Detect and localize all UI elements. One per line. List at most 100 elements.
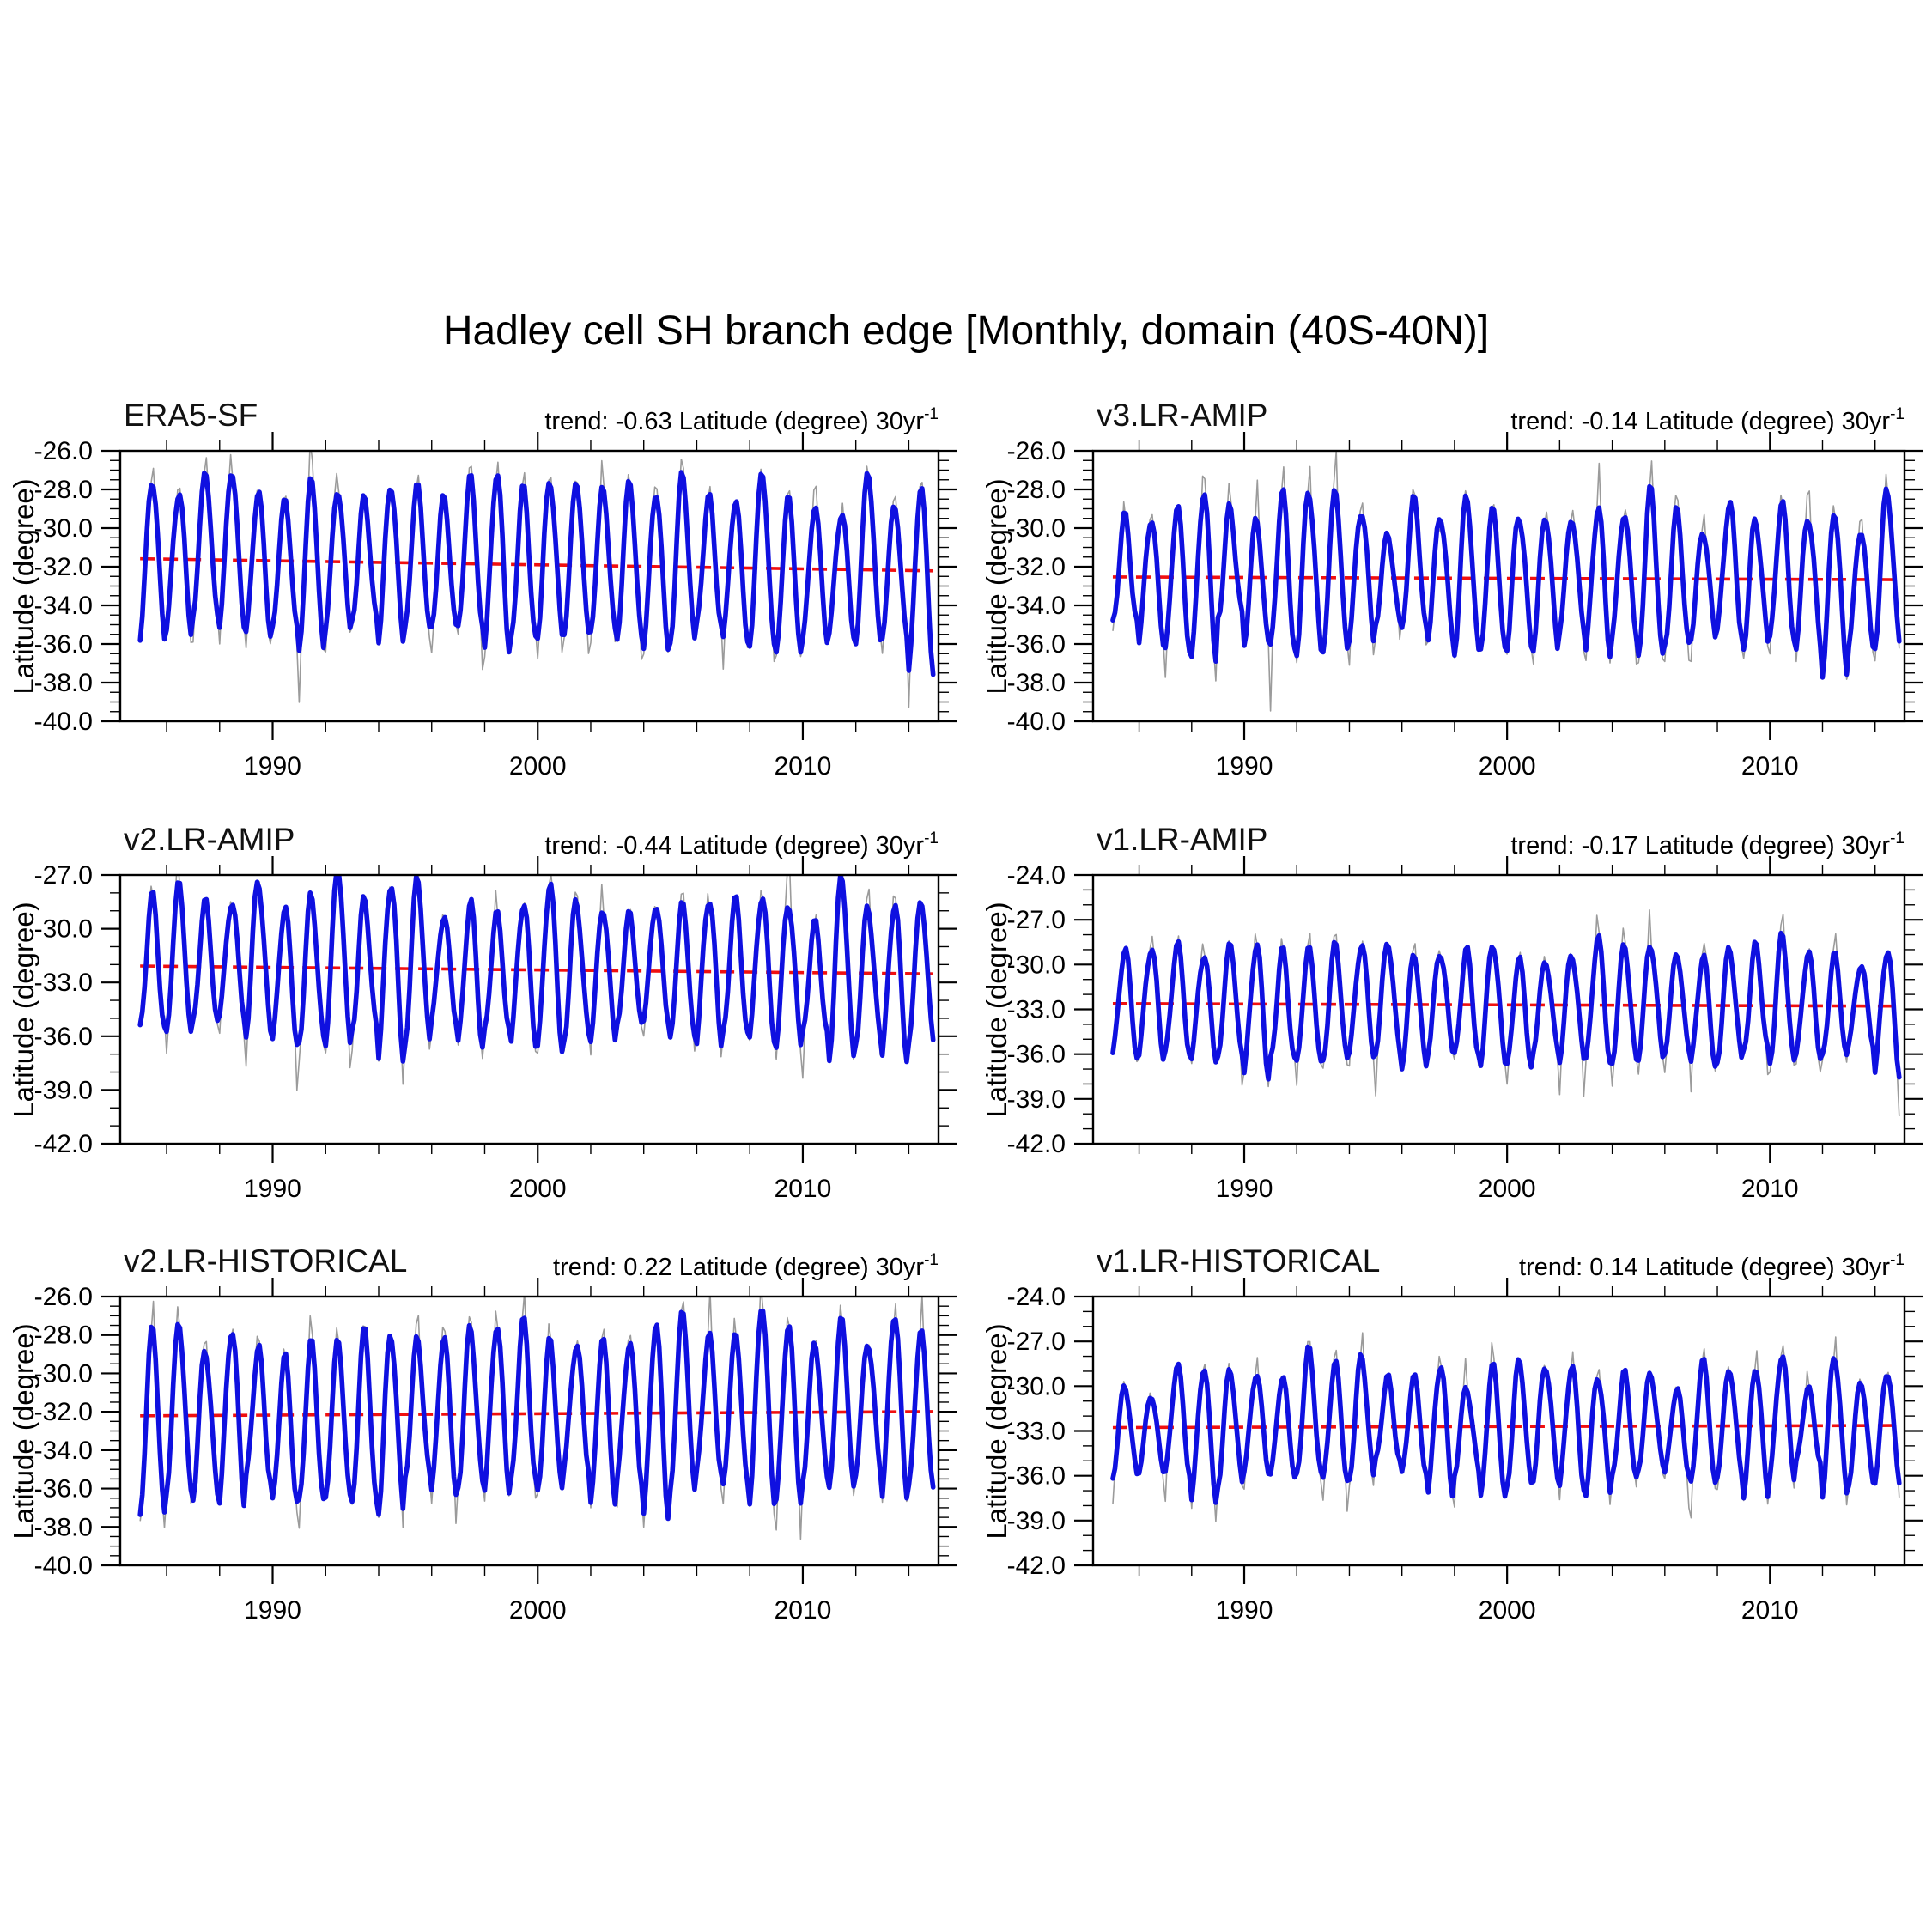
- y-tick-label: -36.0: [1007, 1041, 1066, 1069]
- smoothed-series: [137, 1309, 936, 1522]
- x-tick-label: 1990: [1216, 1596, 1273, 1625]
- trend-annotation: trend: -0.14 Latitude (degree) 30yr-1: [1093, 406, 1905, 437]
- y-tick-label: -30.0: [1007, 951, 1066, 979]
- trend-exponent: -1: [924, 829, 939, 848]
- y-tick-label: -28.0: [34, 476, 93, 504]
- y-tick-label: -33.0: [1007, 996, 1066, 1024]
- panel-title: v1.LR-AMIP: [1097, 822, 1268, 857]
- y-tick-label: -38.0: [34, 1513, 93, 1541]
- plot-frame: [118, 1295, 940, 1567]
- y-tick-label: -36.0: [1007, 630, 1066, 659]
- plot-area: 1990 2000 2010 -24.0 -27.0 -30.0 -33.0 -36.0 -39…: [1007, 1278, 1923, 1625]
- y-tick-label: -39.0: [34, 1076, 93, 1104]
- trend-exponent: -1: [924, 405, 939, 423]
- y-tick-label: -38.0: [34, 669, 93, 697]
- x-tick-label: 2000: [1479, 1596, 1536, 1625]
- trend-exponent: -1: [1890, 829, 1905, 848]
- y-tick-label: -30.0: [34, 1359, 93, 1388]
- trend-text: trend: -0.17 Latitude (degree) 30yr: [1510, 832, 1891, 860]
- trend-annotation: trend: 0.22 Latitude (degree) 30yr-1: [120, 1252, 939, 1283]
- smoothed-series: [1110, 483, 1902, 680]
- plot-area: 1990 2000 2010 -26.0 -28.0 -30.0 -32.0 -34.0 -36…: [1007, 432, 1923, 781]
- y-tick-label: -40.0: [1007, 708, 1066, 736]
- y-tick-label: -42.0: [34, 1130, 93, 1158]
- trend-text: trend: 0.22 Latitude (degree) 30yr: [553, 1254, 925, 1281]
- x-tick-label: 2000: [1479, 752, 1536, 781]
- y-tick-label: -30.0: [1007, 1372, 1066, 1400]
- y-tick-label: -38.0: [1007, 669, 1066, 697]
- smoothed-series: [1110, 930, 1902, 1082]
- panel-title: v2.LR-HISTORICAL: [124, 1243, 408, 1279]
- trend-text: trend: -0.63 Latitude (degree) 30yr: [544, 408, 925, 435]
- trend-exponent: -1: [1890, 405, 1905, 423]
- x-tick-label: 2010: [1741, 752, 1799, 781]
- panel-title: v1.LR-HISTORICAL: [1097, 1243, 1381, 1279]
- x-tick-label: 2010: [1741, 1596, 1799, 1625]
- trend-exponent: -1: [924, 1251, 939, 1269]
- x-tick-label: 1990: [244, 752, 301, 781]
- y-tick-label: -32.0: [34, 553, 93, 581]
- plot-frame: [1091, 449, 1906, 723]
- y-tick-label: -24.0: [1007, 861, 1066, 890]
- plot-frame: [1091, 873, 1906, 1145]
- x-tick-label: 2000: [509, 752, 567, 781]
- plot-frame: [118, 873, 940, 1145]
- x-tick-label: 2000: [509, 1596, 567, 1625]
- y-tick-label: -30.0: [1007, 514, 1066, 543]
- x-tick-label: 1990: [1216, 752, 1273, 781]
- plot-area: 1990 2000 2010 -24.0 -27.0 -30.0 -33.0 -36.0 -39…: [1007, 856, 1923, 1203]
- panel-title: v3.LR-AMIP: [1097, 398, 1268, 433]
- y-tick-label: -27.0: [1007, 906, 1066, 934]
- x-tick-label: 1990: [244, 1175, 301, 1203]
- panel-title: ERA5-SF: [124, 398, 258, 433]
- y-tick-label: -40.0: [34, 1552, 93, 1580]
- y-tick-label: -39.0: [1007, 1085, 1066, 1114]
- plot-frame: [1091, 1295, 1906, 1567]
- y-tick-label: -26.0: [34, 1283, 93, 1311]
- y-tick-label: -42.0: [1007, 1130, 1066, 1158]
- trend-annotation: trend: -0.17 Latitude (degree) 30yr-1: [1093, 830, 1905, 861]
- figure-title: Hadley cell SH branch edge [Monthly, dom…: [442, 308, 1490, 354]
- plot-area: 1990 2000 2010 -27.0 -30.0 -33.0 -36.0 -39.0 -42…: [34, 856, 957, 1203]
- x-tick-label: 1990: [244, 1596, 301, 1625]
- y-tick-label: -32.0: [1007, 553, 1066, 581]
- trend-text: trend: -0.44 Latitude (degree) 30yr: [544, 832, 925, 860]
- x-tick-label: 2000: [1479, 1175, 1536, 1203]
- y-tick-label: -33.0: [34, 969, 93, 997]
- trend-line: [1112, 575, 1899, 581]
- y-tick-label: -39.0: [1007, 1507, 1066, 1535]
- smoothed-series: [137, 470, 936, 677]
- plot-area: 1990 2000 2010 -26.0 -28.0 -30.0 -32.0 -34.0 -36…: [34, 1278, 957, 1625]
- y-tick-label: -30.0: [34, 514, 93, 543]
- trend-exponent: -1: [1890, 1251, 1905, 1269]
- y-tick-label: -33.0: [1007, 1418, 1066, 1446]
- x-tick-label: 2010: [1741, 1175, 1799, 1203]
- panel-title: v2.LR-AMIP: [124, 822, 295, 857]
- x-tick-label: 2010: [775, 1596, 832, 1625]
- raw-monthly-series: [139, 451, 934, 708]
- y-tick-label: -34.0: [34, 592, 93, 620]
- plot-frame: [118, 449, 940, 723]
- y-tick-label: -36.0: [34, 630, 93, 659]
- smoothed-series: [137, 875, 936, 1065]
- smoothed-series: [1110, 1344, 1902, 1505]
- y-tick-label: -27.0: [1007, 1327, 1066, 1356]
- trend-line: [140, 556, 933, 573]
- trend-line: [140, 1410, 933, 1418]
- trend-line: [140, 964, 933, 975]
- y-tick-label: -34.0: [34, 1437, 93, 1465]
- y-tick-label: -34.0: [1007, 592, 1066, 620]
- y-tick-label: -32.0: [34, 1398, 93, 1426]
- trend-annotation: trend: -0.63 Latitude (degree) 30yr-1: [120, 406, 939, 437]
- y-tick-label: -40.0: [34, 708, 93, 736]
- y-tick-label: -28.0: [1007, 476, 1066, 504]
- trend-line: [1112, 1424, 1899, 1430]
- trend-line: [1112, 1002, 1899, 1008]
- y-tick-label: -36.0: [1007, 1462, 1066, 1491]
- y-tick-label: -24.0: [1007, 1283, 1066, 1311]
- trend-text: trend: 0.14 Latitude (degree) 30yr: [1519, 1254, 1891, 1281]
- y-tick-label: -30.0: [34, 915, 93, 944]
- y-tick-label: -42.0: [1007, 1552, 1066, 1580]
- trend-annotation: trend: 0.14 Latitude (degree) 30yr-1: [1093, 1252, 1905, 1283]
